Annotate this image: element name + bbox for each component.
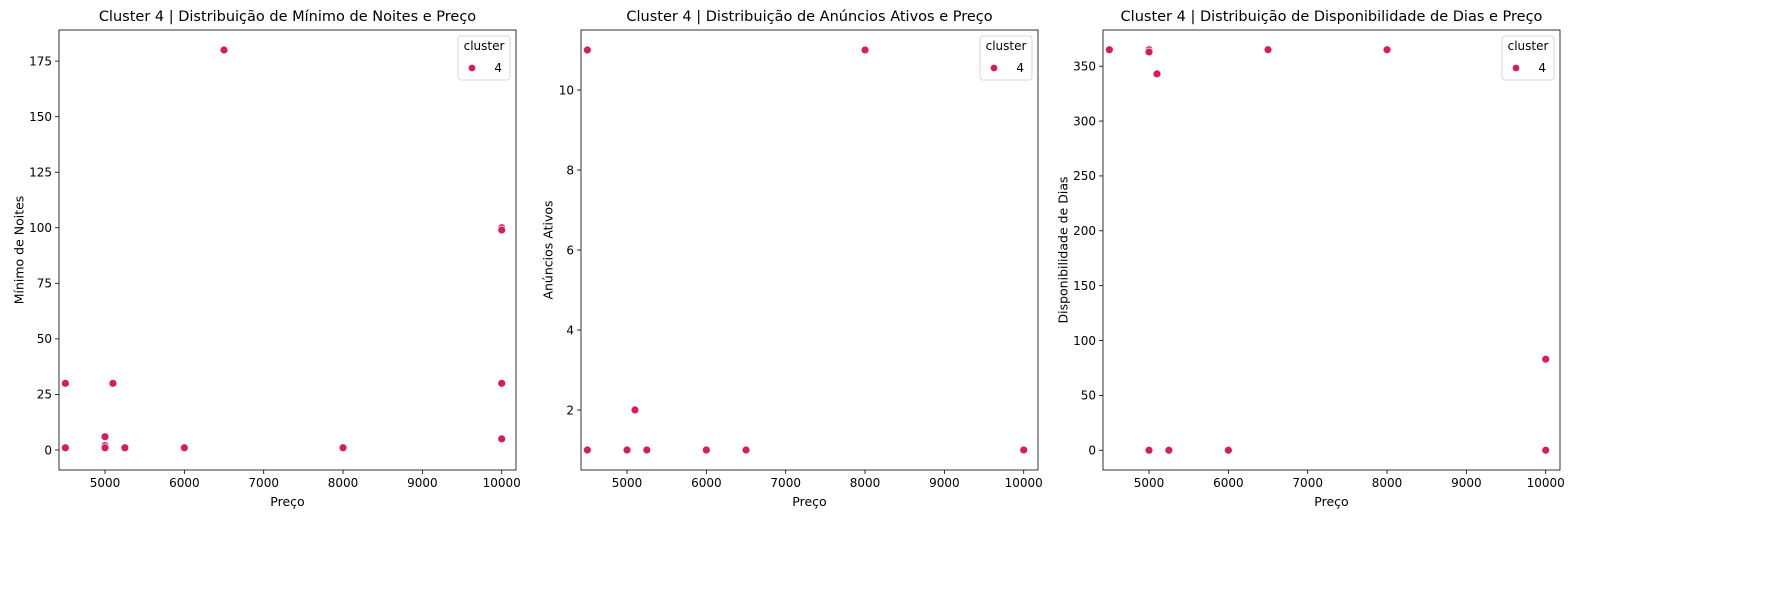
chart-panel-1: Cluster 4 | Distribuição de Mínimo de No… [11, 9, 520, 509]
x-tick-label: 6000 [1213, 476, 1244, 490]
chart-title: Cluster 4 | Distribuição de Disponibilid… [1121, 9, 1543, 25]
x-tick-label: 5000 [612, 476, 643, 490]
data-point [497, 225, 507, 235]
x-tick-label: 9000 [1451, 476, 1482, 490]
x-tick-label: 7000 [770, 476, 801, 490]
data-point [497, 434, 507, 444]
y-axis-label: Disponibilidade de Dias [1055, 176, 1070, 323]
y-tick-label: 0 [1088, 444, 1096, 458]
y-tick-label: 8 [566, 163, 574, 177]
legend: cluster 4 [1501, 35, 1555, 81]
chart-panel-2: Cluster 4 | Distribuição de Anúncios Ati… [541, 9, 1043, 509]
y-tick-label: 250 [1073, 169, 1096, 183]
legend-marker [467, 63, 477, 73]
x-tick-label: 6000 [169, 476, 200, 490]
y-tick-label: 75 [37, 277, 52, 291]
x-tick-label: 10000 [1005, 476, 1043, 490]
chart-title: Cluster 4 | Distribuição de Mínimo de No… [99, 9, 476, 25]
data-point [120, 443, 130, 453]
data-point [630, 405, 640, 415]
x-tick-label: 9000 [407, 476, 438, 490]
x-tick-label: 5000 [1134, 476, 1165, 490]
x-tick-label: 9000 [929, 476, 960, 490]
y-tick-label: 100 [29, 221, 52, 235]
data-point [1152, 69, 1162, 79]
x-tick-label: 8000 [850, 476, 881, 490]
data-point [642, 445, 652, 455]
legend: cluster 4 [457, 35, 511, 81]
x-tick-label: 8000 [1372, 476, 1403, 490]
legend-label: 4 [1538, 61, 1546, 75]
x-tick-label: 7000 [1292, 476, 1323, 490]
data-point [108, 378, 118, 388]
chart-panel-3: Cluster 4 | Distribuição de Disponibilid… [1055, 9, 1564, 509]
chart-title: Cluster 4 | Distribuição de Anúncios Ati… [626, 9, 992, 25]
x-axis-label: Preço [1314, 494, 1348, 509]
y-tick-label: 4 [566, 323, 574, 337]
y-tick-label: 350 [1073, 60, 1096, 74]
y-tick-label: 150 [1073, 279, 1096, 293]
legend-label: 4 [1016, 61, 1024, 75]
data-point [1223, 445, 1233, 455]
y-tick-label: 50 [1081, 389, 1096, 403]
x-axis-label: Preço [792, 494, 826, 509]
data-point [582, 45, 592, 55]
y-tick-label: 100 [1073, 334, 1096, 348]
data-point [1104, 45, 1114, 55]
data-point [1019, 445, 1029, 455]
x-tick-label: 8000 [328, 476, 359, 490]
axes-frame [580, 29, 1039, 471]
data-point [1541, 445, 1551, 455]
x-tick-label: 6000 [691, 476, 722, 490]
y-tick-label: 0 [44, 443, 52, 457]
x-axis-label: Preço [270, 494, 304, 509]
data-point [338, 443, 348, 453]
data-point [100, 443, 110, 453]
x-tick-label: 10000 [483, 476, 521, 490]
data-point [100, 432, 110, 442]
y-axis-label: Anúncios Ativos [541, 200, 556, 299]
y-tick-label: 10 [559, 83, 574, 97]
y-tick-label: 2 [566, 403, 574, 417]
data-point [1144, 47, 1154, 57]
y-tick-label: 6 [566, 243, 574, 257]
data-point [179, 443, 189, 453]
data-point [1382, 45, 1392, 55]
data-point [60, 443, 70, 453]
x-tick-label: 10000 [1527, 476, 1565, 490]
y-tick-label: 300 [1073, 114, 1096, 128]
x-tick-label: 7000 [248, 476, 279, 490]
data-point [1263, 45, 1273, 55]
y-tick-label: 200 [1073, 224, 1096, 238]
y-tick-label: 50 [37, 332, 52, 346]
y-tick-label: 175 [29, 54, 52, 68]
legend-title: cluster [986, 39, 1027, 53]
data-point [860, 45, 870, 55]
axes-frame [58, 29, 517, 471]
legend: cluster 4 [979, 35, 1033, 81]
y-tick-label: 125 [29, 166, 52, 180]
y-axis-label: Mínimo de Noites [11, 196, 26, 305]
legend-marker [989, 63, 999, 73]
y-tick-label: 25 [37, 388, 52, 402]
data-point [1164, 445, 1174, 455]
data-point [701, 445, 711, 455]
data-point [622, 445, 632, 455]
x-tick-label: 5000 [90, 476, 121, 490]
legend-marker [1511, 63, 1521, 73]
data-point [497, 378, 507, 388]
data-point [582, 445, 592, 455]
y-tick-label: 150 [29, 110, 52, 124]
legend-title: cluster [1508, 39, 1549, 53]
data-point [741, 445, 751, 455]
axes-frame [1102, 29, 1561, 471]
data-point [1144, 445, 1154, 455]
legend-title: cluster [464, 39, 505, 53]
data-point [219, 45, 229, 55]
data-point [1541, 354, 1551, 364]
legend-label: 4 [494, 61, 502, 75]
data-point [60, 378, 70, 388]
